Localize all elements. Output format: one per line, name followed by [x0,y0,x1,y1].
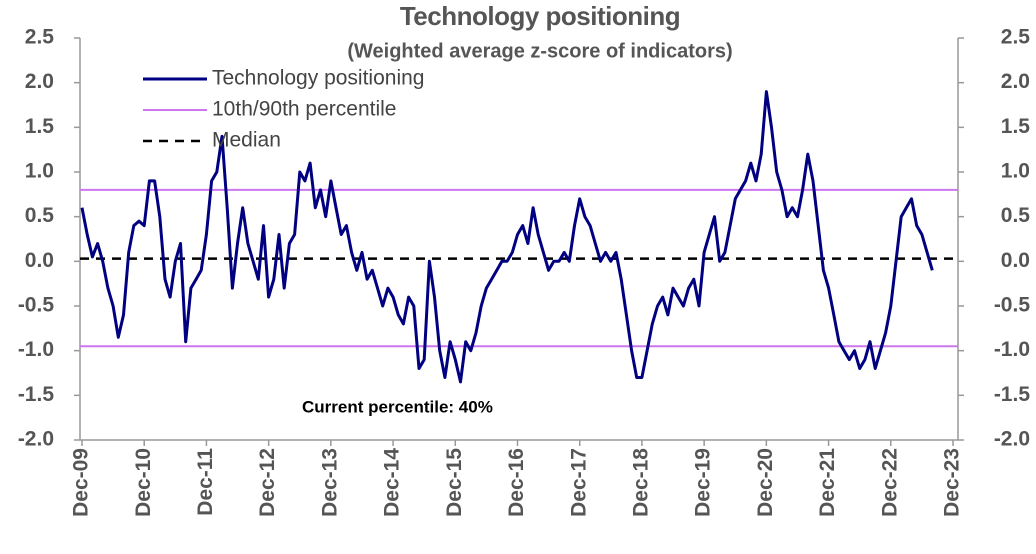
x-tick-label: Dec-16 [505,448,528,517]
y-tick-label: -0.5 [18,294,55,317]
y2-tick-label: -0.5 [994,294,1031,317]
y2-tick-label: 0.0 [1001,249,1030,272]
y2-tick-label: 0.5 [1001,204,1031,227]
legend-label: Median [212,129,281,152]
x-tick-label: Dec-14 [381,448,404,517]
y2-tick-label: -1.5 [994,383,1031,406]
x-tick-label: Dec-11 [194,448,217,516]
x-tick-label: Dec-18 [629,448,652,517]
y2-tick-label: 1.0 [1001,160,1030,183]
x-tick-label: Dec-09 [70,448,93,517]
series-line [80,90,934,384]
x-tick-label: Dec-19 [692,448,715,517]
legend-label: Technology positioning [212,67,424,90]
y2-tick-label: 2.5 [1001,26,1031,49]
x-tick-label: Dec-10 [132,448,155,517]
y2-tick-label: 1.5 [1001,115,1031,138]
x-tick-label: Dec-22 [878,448,901,517]
y-tick-label: -2.0 [18,428,54,451]
y-tick-label: 2.0 [25,70,54,93]
x-tick-label: Dec-23 [941,448,964,517]
legend-label: 10th/90th percentile [212,98,396,121]
x-tick-label: Dec-12 [256,448,279,517]
y-tick-label: -1.5 [18,383,55,406]
y-tick-label: 1.5 [25,115,55,138]
x-tick-label: Dec-13 [318,448,341,517]
x-tick-label: Dec-15 [443,448,466,517]
x-tick-label: Dec-21 [816,448,839,517]
x-tick-label: Dec-20 [754,448,777,517]
y-tick-label: -1.0 [18,338,54,361]
y2-tick-label: -1.0 [994,338,1030,361]
annotation: Current percentile: 40% [302,397,493,416]
x-tick-label: Dec-17 [567,448,590,517]
y2-tick-label: -2.0 [994,428,1030,451]
y-tick-label: 0.0 [25,249,54,272]
y-tick-label: 1.0 [25,160,54,183]
chart-subtitle: (Weighted average z-score of indicators) [347,40,732,62]
y-tick-label: 2.5 [25,26,55,49]
chart-title: Technology positioning [400,1,680,31]
y-tick-label: 0.5 [25,204,55,227]
y2-tick-label: 2.0 [1001,70,1030,93]
